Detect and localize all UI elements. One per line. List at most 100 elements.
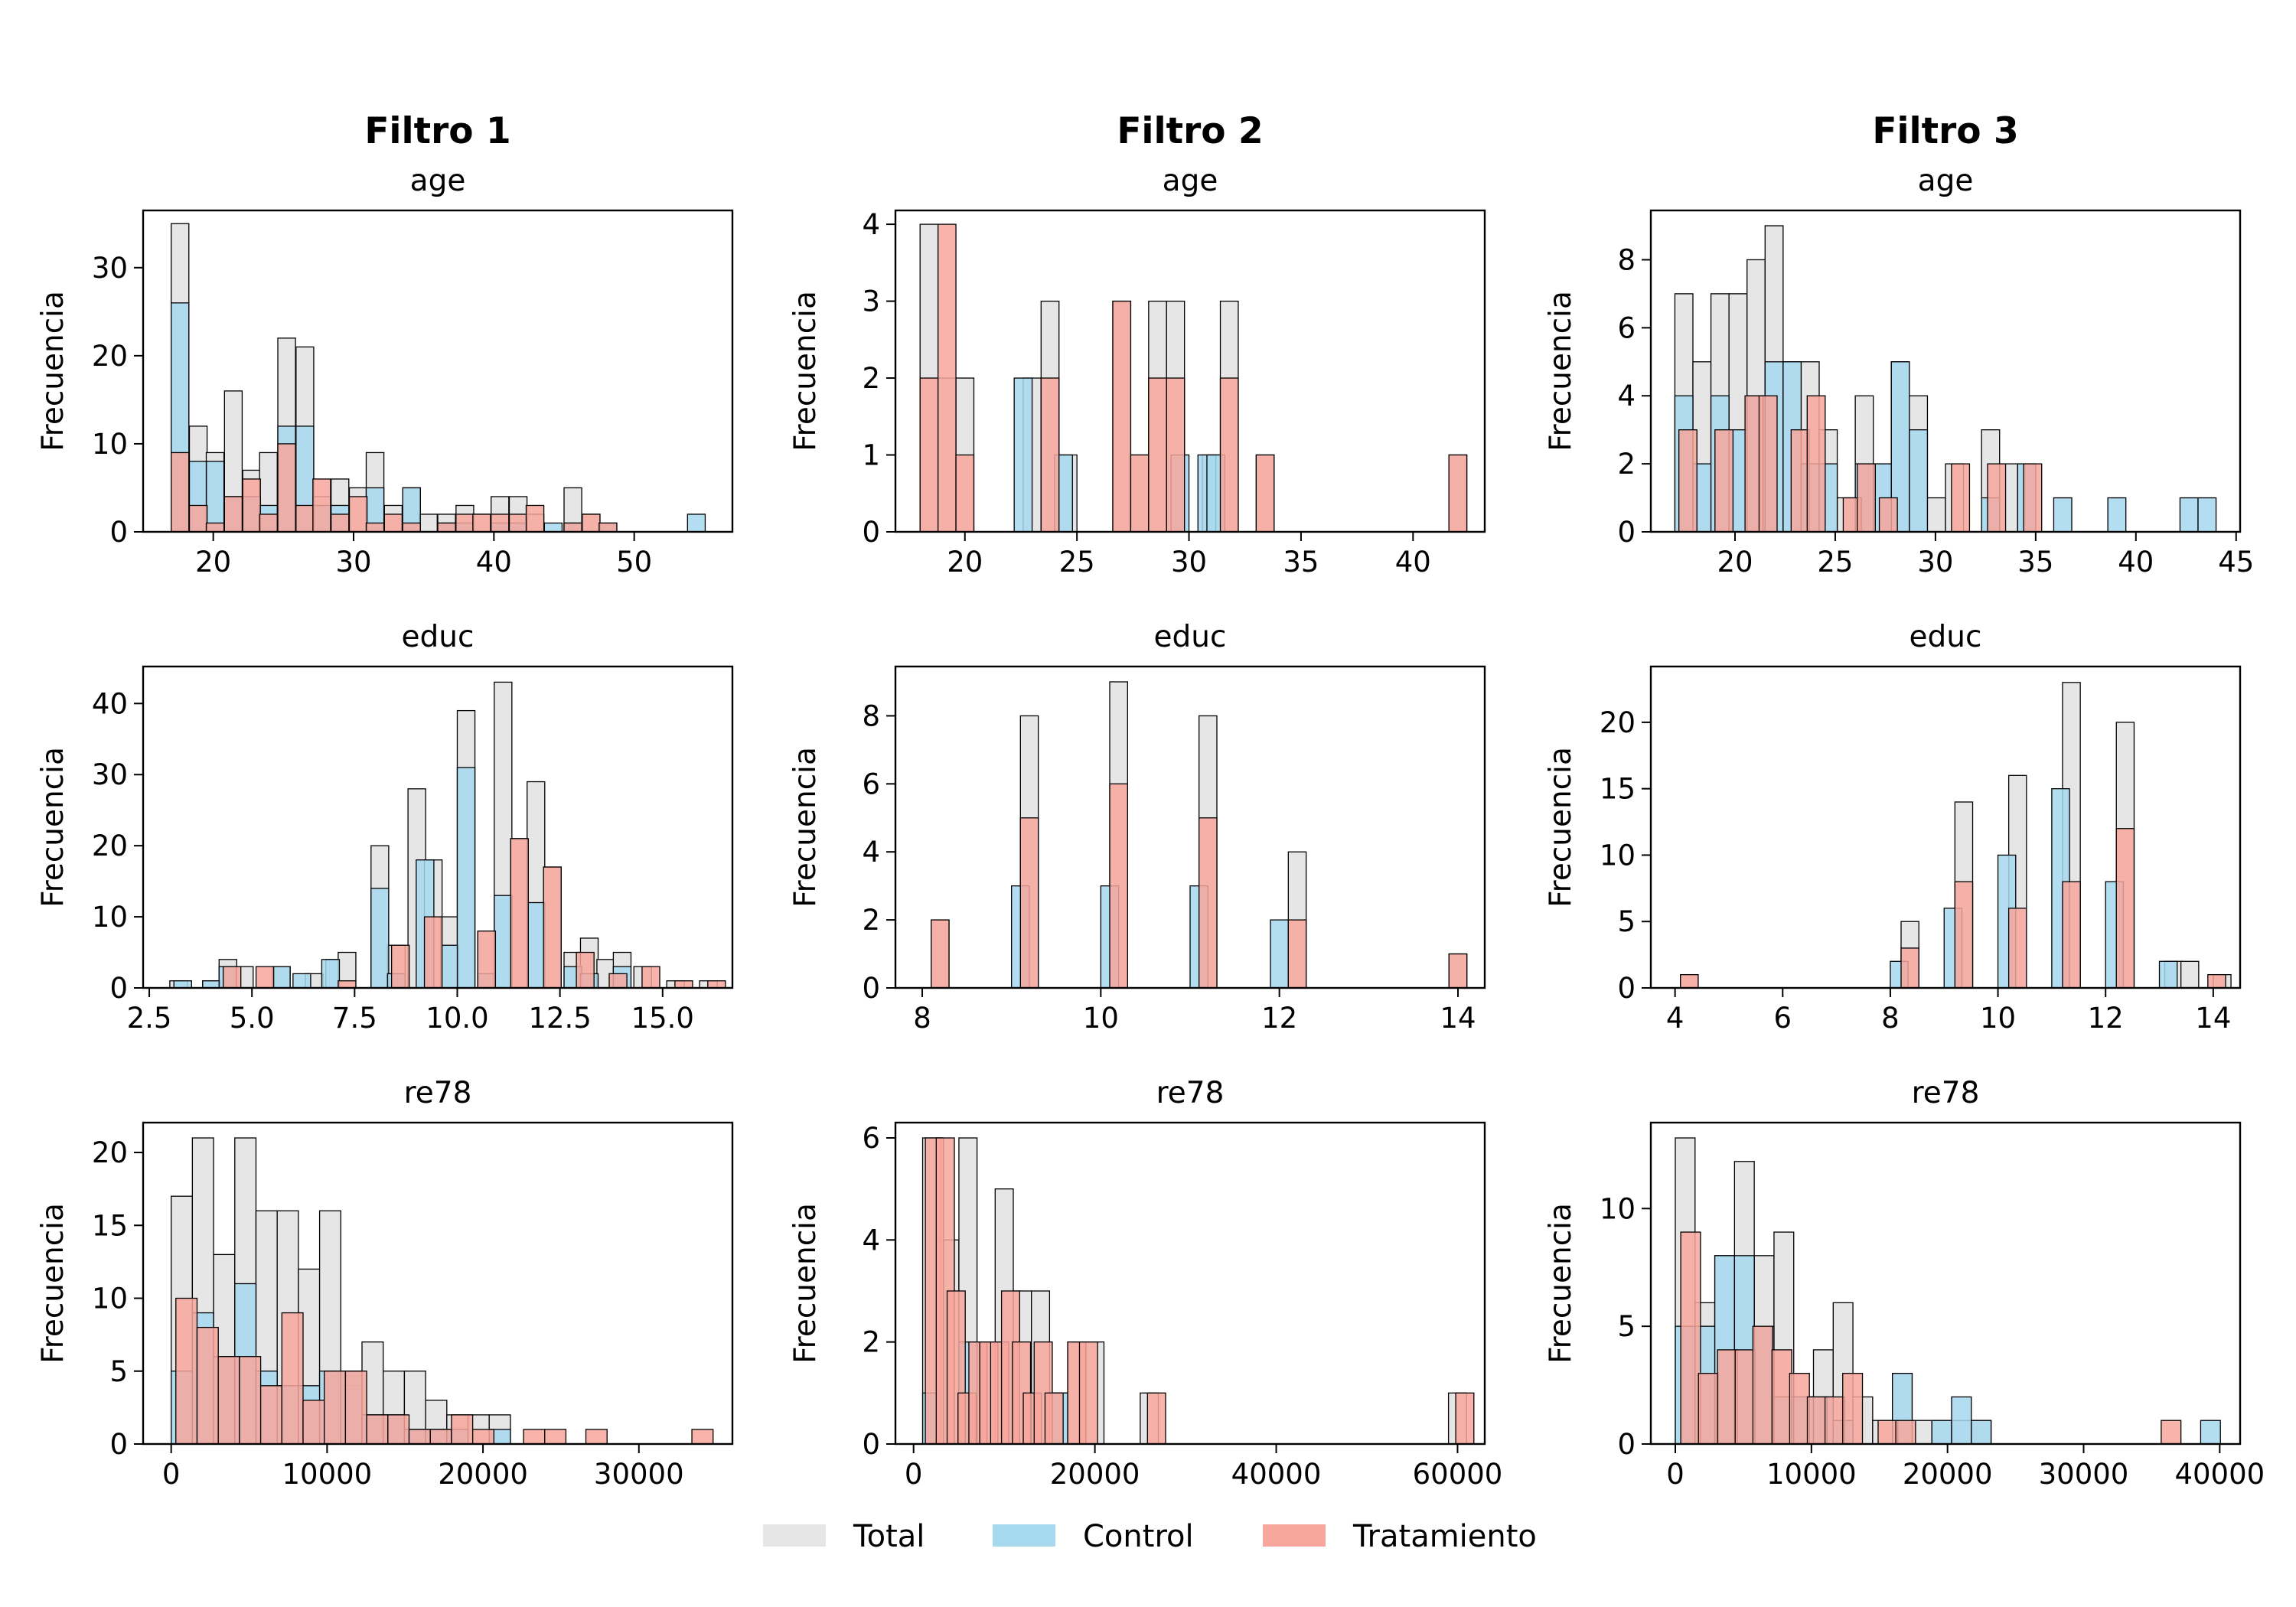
histogram-bar — [1926, 497, 1946, 533]
x-tick-label: 20 — [195, 546, 231, 579]
x-tick-label: 8 — [913, 1002, 931, 1035]
histogram-bar — [1698, 1373, 1719, 1445]
histogram-bar — [188, 504, 208, 533]
x-tick-label: 35 — [1283, 546, 1319, 579]
series-control — [1011, 885, 1289, 989]
x-tick-label: 30 — [1171, 546, 1207, 579]
histogram-bar — [1951, 1396, 1972, 1445]
histogram-bar — [472, 513, 491, 533]
histogram-bar — [173, 980, 192, 989]
histogram-panel-3: age Frecuencia 20 25 30 35 40 45 0 2 4 6 8 — [1544, 164, 2254, 579]
histogram-bar — [272, 966, 291, 989]
x-tick-label: 12.5 — [528, 1002, 591, 1035]
histogram-bar — [205, 461, 225, 533]
series-tratamiento — [1678, 395, 2043, 533]
histogram-bar — [408, 1429, 431, 1445]
panel-title: age — [1163, 164, 1218, 198]
y-tick-label: 4 — [1617, 380, 1636, 412]
histogram-bar — [2023, 463, 2043, 533]
x-tick-label: 2.5 — [127, 1002, 172, 1035]
x-tick-label: 30000 — [594, 1458, 684, 1491]
histogram-panel-5: educ Frecuencia 8 10 12 14 0 2 4 6 8 — [788, 620, 1486, 1035]
histogram-bar — [370, 888, 390, 989]
series-tratamiento — [222, 838, 726, 989]
histogram-bar — [707, 980, 726, 989]
histogram-bar — [1954, 881, 1974, 989]
y-axis-label: Frecuencia — [788, 747, 823, 908]
panel-title: age — [410, 164, 466, 198]
x-tick-label: 10 — [1980, 1002, 2016, 1035]
histogram-bar — [1878, 497, 1898, 533]
y-tick-label: 15 — [1600, 773, 1636, 806]
histogram-bar — [1806, 1396, 1828, 1445]
histogram-bar — [919, 377, 939, 533]
histogram-bar — [171, 451, 190, 533]
y-axis-label: Frecuencia — [36, 291, 70, 451]
y-tick-label: 0 — [109, 1428, 128, 1461]
histogram-bar — [242, 478, 261, 533]
histogram-bar — [1987, 463, 2007, 533]
histogram-bar — [1678, 429, 1698, 533]
y-tick-label: 15 — [92, 1209, 128, 1242]
histogram-bar — [1455, 1392, 1475, 1445]
column-title-1: Filtro 1 — [364, 110, 510, 152]
histogram-bar — [1040, 377, 1060, 533]
x-tick-label: 10.0 — [426, 1002, 488, 1035]
y-tick-label: 6 — [862, 1122, 880, 1155]
y-tick-label: 20 — [92, 340, 128, 373]
x-tick-label: 25 — [1817, 546, 1853, 579]
x-tick-label: 0 — [162, 1458, 181, 1491]
histogram-bar — [1717, 1349, 1738, 1445]
x-tick-label: 14 — [2195, 1002, 2231, 1035]
column-title-3: Filtro 3 — [1872, 110, 2018, 152]
y-tick-label: 4 — [862, 836, 880, 869]
histogram-bar — [1895, 1420, 1916, 1445]
histogram-bar — [582, 513, 601, 533]
x-tick-label: 10000 — [282, 1458, 373, 1491]
histogram-bar — [259, 513, 278, 533]
y-axis-label: Frecuencia — [1544, 747, 1578, 908]
histogram-bar — [1219, 377, 1239, 533]
x-tick-label: 20000 — [1903, 1458, 1993, 1491]
series-tratamiento — [931, 783, 1468, 989]
histogram-bar — [543, 866, 562, 989]
histogram-bar — [608, 973, 628, 989]
plot-frame — [894, 665, 1486, 989]
x-tick-label: 35 — [2017, 546, 2053, 579]
y-tick-label: 0 — [1617, 516, 1636, 549]
series-tratamiento — [175, 1297, 714, 1445]
y-tick-label: 10 — [1600, 839, 1636, 872]
series-tratamiento — [1680, 828, 2226, 989]
histogram-bar — [437, 522, 456, 533]
histogram-bar — [471, 1429, 494, 1445]
histogram-bar — [2197, 497, 2217, 533]
histogram-bar — [674, 980, 693, 989]
histogram-bar — [1148, 377, 1167, 533]
y-tick-label: 10 — [92, 1283, 128, 1315]
y-tick-label: 10 — [92, 428, 128, 461]
histogram-bar — [255, 966, 275, 989]
panel-title: educ — [1910, 620, 1982, 654]
histogram-bar — [2007, 908, 2027, 989]
x-tick-label: 40 — [2118, 546, 2154, 579]
histogram-bar — [202, 980, 221, 989]
y-tick-label: 0 — [862, 1428, 880, 1461]
legend-swatch-control — [993, 1524, 1055, 1547]
histogram-bar — [1255, 454, 1275, 533]
x-tick-label: 30000 — [2039, 1458, 2129, 1491]
x-tick-label: 25 — [1059, 546, 1095, 579]
x-tick-label: 20 — [947, 546, 983, 579]
histogram-bar — [1877, 1420, 1899, 1445]
histogram-bar — [302, 1400, 325, 1445]
histogram-bar — [338, 980, 357, 989]
x-tick-label: 0 — [905, 1458, 923, 1491]
histogram-bar — [1790, 429, 1810, 533]
histogram-bar — [196, 1326, 219, 1445]
y-axis-label: Frecuencia — [36, 747, 70, 908]
histogram-panel-6: educ Frecuencia 4 6 8 10 12 14 0 5 10 15 20 — [1544, 620, 2242, 1035]
x-tick-label: 7.5 — [332, 1002, 377, 1035]
x-tick-label: 45 — [2218, 546, 2254, 579]
y-tick-label: 0 — [109, 972, 128, 1005]
histogram-panel-4: educ Frecuencia 2.5 5.0 7.5 10.0 12.5 15.0 0 10 20… — [36, 620, 734, 1035]
